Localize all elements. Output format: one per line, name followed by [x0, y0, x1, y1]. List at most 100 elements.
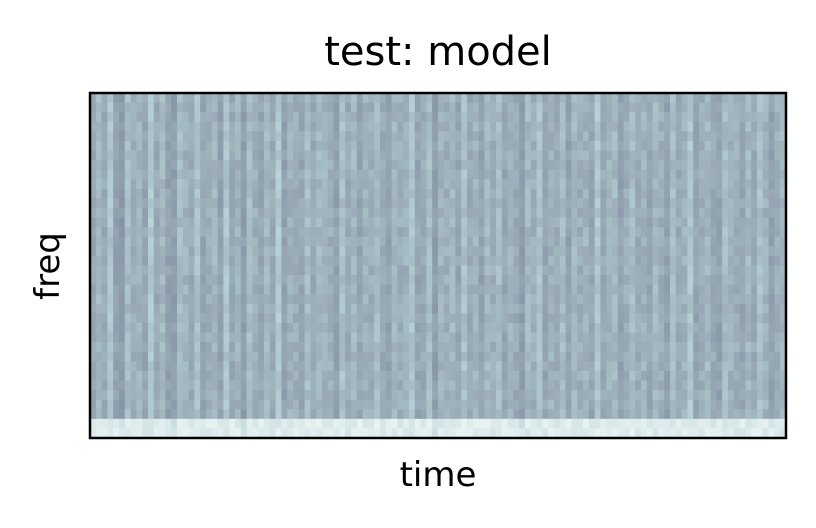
heatmap-cell: [716, 198, 723, 209]
heatmap-cell: [461, 121, 468, 132]
heatmap-cell: [733, 409, 741, 420]
heatmap-cell: [206, 160, 213, 171]
heatmap-cell: [252, 351, 259, 362]
heatmap-cell: [780, 332, 787, 343]
heatmap-cell: [612, 380, 619, 391]
heatmap-cell: [501, 188, 509, 200]
heatmap-cell: [403, 102, 410, 113]
heatmap-cell: [664, 208, 671, 219]
heatmap-cell: [577, 255, 584, 267]
heatmap-cell: [90, 112, 97, 123]
heatmap-cell: [420, 313, 427, 324]
heatmap-cell: [136, 179, 143, 190]
heatmap-cell: [206, 236, 213, 247]
heatmap-cell: [449, 140, 456, 152]
heatmap-cell: [182, 370, 190, 382]
heatmap-cell: [739, 112, 746, 123]
heatmap-cell: [559, 342, 567, 353]
heatmap-cell: [188, 380, 195, 391]
heatmap-cell: [443, 275, 451, 286]
heatmap-cell: [403, 236, 410, 247]
heatmap-cell: [606, 303, 613, 315]
heatmap-cell: [148, 361, 155, 372]
heatmap-cell: [699, 428, 706, 439]
heatmap-cell: [617, 198, 625, 209]
heatmap-cell: [548, 255, 555, 267]
heatmap-cell: [153, 112, 161, 123]
heatmap-cell: [206, 294, 213, 305]
heatmap-cell: [351, 399, 358, 410]
heatmap-cell: [206, 140, 213, 152]
heatmap-cell: [467, 121, 474, 132]
heatmap-cell: [525, 169, 532, 180]
heatmap-cell: [177, 275, 184, 286]
heatmap-cell: [658, 428, 665, 439]
heatmap-cell: [525, 332, 532, 343]
heatmap-cell: [426, 323, 433, 334]
heatmap-cell: [200, 418, 207, 430]
heatmap-cell: [130, 150, 137, 161]
heatmap-cell: [420, 179, 427, 190]
heatmap-cell: [728, 342, 735, 353]
heatmap-cell: [142, 294, 149, 305]
heatmap-cell: [368, 169, 375, 180]
heatmap-cell: [385, 332, 393, 343]
heatmap-cell: [229, 399, 236, 410]
heatmap-cell: [356, 140, 364, 152]
heatmap-cell: [95, 303, 103, 315]
heatmap-cell: [438, 188, 445, 200]
heatmap-cell: [548, 227, 555, 238]
heatmap-cell: [583, 313, 590, 324]
heatmap-cell: [774, 361, 781, 372]
heatmap-cell: [420, 188, 427, 200]
heatmap-cell: [101, 418, 108, 430]
heatmap-cell: [641, 140, 648, 152]
heatmap-cell: [733, 313, 741, 324]
heatmap-cell: [461, 131, 468, 142]
heatmap-cell: [600, 208, 607, 219]
heatmap-cell: [641, 370, 648, 382]
heatmap-cell: [345, 246, 352, 257]
heatmap-cell: [519, 284, 526, 295]
heatmap-cell: [496, 169, 503, 180]
heatmap-cell: [223, 208, 230, 219]
heatmap-cell: [693, 342, 700, 353]
heatmap-cell: [768, 188, 775, 200]
heatmap-cell: [113, 140, 120, 152]
heatmap-cell: [252, 140, 259, 152]
heatmap-cell: [368, 380, 375, 391]
heatmap-cell: [275, 102, 282, 113]
heatmap-cell: [646, 275, 654, 286]
heatmap-cell: [443, 131, 451, 142]
heatmap-cell: [374, 284, 381, 295]
heatmap-cell: [153, 217, 161, 228]
heatmap-cell: [757, 399, 764, 410]
heatmap-cell: [716, 275, 723, 286]
heatmap-cell: [478, 342, 485, 353]
heatmap-cell: [322, 227, 329, 238]
heatmap-cell: [148, 140, 155, 152]
heatmap-cell: [374, 121, 381, 132]
heatmap-cell: [171, 150, 178, 161]
heatmap-cell: [617, 255, 625, 267]
heatmap-cell: [664, 198, 671, 209]
heatmap-cell: [536, 188, 543, 200]
heatmap-cell: [716, 303, 723, 315]
heatmap-cell: [751, 418, 758, 430]
heatmap-cell: [652, 370, 659, 382]
heatmap-cell: [293, 399, 300, 410]
heatmap-cell: [113, 323, 120, 334]
heatmap-cell: [600, 361, 607, 372]
heatmap-cell: [385, 217, 393, 228]
heatmap-cell: [374, 294, 381, 305]
heatmap-cell: [583, 246, 590, 257]
heatmap-cell: [327, 236, 335, 247]
heatmap-cell: [356, 399, 364, 410]
heatmap-cell: [124, 160, 132, 171]
heatmap-cell: [768, 121, 775, 132]
heatmap-cell: [571, 303, 578, 315]
heatmap-cell: [438, 236, 445, 247]
heatmap-cell: [762, 370, 770, 382]
heatmap-cell: [298, 294, 306, 305]
heatmap-cell: [113, 303, 120, 315]
